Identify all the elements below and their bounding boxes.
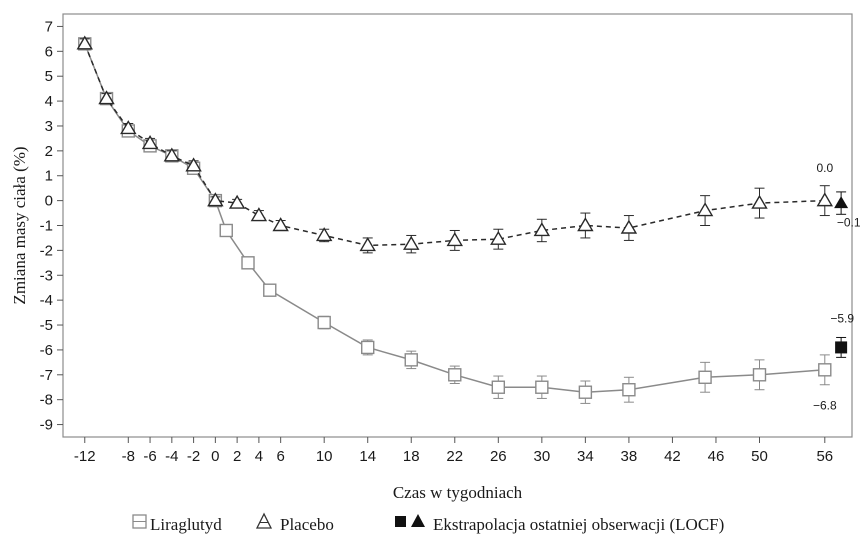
data-point (752, 368, 767, 382)
legend-square-open-icon (132, 514, 147, 529)
series-liraglutyd (78, 37, 832, 404)
x-tick-label: 6 (276, 448, 284, 465)
data-point (263, 283, 277, 297)
data-point (491, 380, 506, 394)
data-point (317, 315, 331, 330)
data-point (207, 192, 224, 207)
y-tick-label: 1 (45, 168, 53, 185)
y-tick-label: -7 (40, 367, 53, 384)
data-point (578, 385, 593, 399)
x-tick-label: 22 (446, 448, 463, 465)
locf-liraglutyd-point (835, 341, 848, 354)
data-point (404, 353, 418, 367)
y-tick-label: 6 (45, 43, 53, 60)
x-tick-label: 42 (664, 448, 681, 465)
y-tick-label: -3 (40, 267, 53, 284)
legend: Liraglutyd Placebo Ekstrapolacja ostatni… (132, 512, 724, 534)
series-placebo (76, 35, 834, 254)
data-point (359, 237, 376, 252)
data-label: −6.8 (813, 399, 837, 413)
x-tick-label: 18 (403, 448, 420, 465)
series-layer (76, 35, 834, 404)
data-point (241, 256, 255, 270)
x-axis: -12 -8 -6 -4 -2 0 2 4 6 10 14 18 22 26 30 34 38 42 46 50 56 (74, 437, 833, 465)
series-line (84, 43, 825, 247)
x-tick-label: -8 (122, 448, 135, 465)
x-tick-label: -2 (187, 448, 200, 465)
x-tick-label: -4 (165, 448, 178, 465)
legend-label-locf: Ekstrapolacja ostatniej obserwacji (LOCF… (433, 515, 724, 534)
data-point (98, 90, 115, 105)
data-point (533, 222, 551, 237)
y-tick-label: -5 (40, 317, 53, 334)
y-tick-label: 5 (45, 68, 53, 85)
legend-triangle-open-icon (255, 512, 273, 529)
data-point (620, 219, 638, 234)
data-point (696, 202, 714, 217)
x-tick-label: 26 (490, 448, 507, 465)
data-point (250, 207, 268, 222)
data-point (120, 120, 137, 135)
x-tick-label: 2 (233, 448, 241, 465)
y-tick-label: 7 (45, 18, 53, 35)
data-label: −5.9 (830, 312, 854, 326)
data-label: 0.0 (816, 161, 833, 175)
x-tick-label: -12 (74, 448, 96, 465)
y-axis-title: Zmiana masy ciała (%) (10, 146, 29, 304)
data-point (448, 368, 462, 382)
x-tick-label: 0 (211, 448, 219, 465)
x-tick-label: 50 (751, 448, 768, 465)
data-point (446, 232, 463, 247)
x-axis-title: Czas w tygodniach (393, 483, 523, 502)
data-point (535, 380, 549, 394)
data-point (816, 192, 834, 207)
y-tick-label: -8 (40, 392, 53, 409)
x-tick-label: 10 (316, 448, 333, 465)
y-tick-label: 0 (45, 193, 53, 210)
legend-label-placebo: Placebo (280, 515, 334, 534)
x-tick-label: 46 (708, 448, 725, 465)
data-point (163, 147, 181, 162)
annotation-layer: 0.0 −0.1 −5.9 −6.8 (813, 161, 861, 413)
data-label: −0.1 (837, 216, 861, 230)
data-point (403, 235, 420, 250)
y-axis: 7 6 5 4 3 2 1 0 -1 -2 -3 -4 -5 -6 -7 -8 -9 (40, 18, 63, 434)
data-point (577, 217, 594, 232)
data-point (622, 383, 636, 397)
y-tick-label: -9 (40, 417, 53, 434)
x-tick-label: 4 (255, 448, 263, 465)
x-tick-label: 34 (577, 448, 594, 465)
y-tick-label: -2 (40, 242, 53, 259)
y-tick-label: 2 (45, 143, 53, 160)
data-point (490, 230, 507, 245)
x-tick-label: -6 (143, 448, 156, 465)
x-tick-label: 14 (359, 448, 376, 465)
x-tick-label: 38 (621, 448, 638, 465)
legend-label-liraglutyd: Liraglutyd (150, 515, 222, 534)
data-point (272, 217, 289, 232)
y-tick-label: 3 (45, 118, 53, 135)
y-tick-label: -6 (40, 342, 53, 359)
data-point (818, 363, 832, 377)
data-point (219, 223, 233, 238)
data-point (751, 194, 768, 209)
legend-locf-icon (395, 514, 425, 527)
data-point (698, 370, 712, 384)
series-line (84, 43, 825, 393)
y-tick-label: 4 (45, 93, 53, 110)
data-point (315, 227, 333, 242)
x-tick-label: 30 (533, 448, 550, 465)
data-point (76, 35, 93, 50)
data-point (141, 134, 159, 150)
y-tick-label: -1 (40, 218, 53, 235)
locf-layer (834, 191, 849, 358)
data-point (228, 194, 246, 209)
locf-placebo-point (834, 196, 849, 209)
data-point (185, 157, 202, 172)
y-tick-label: -4 (40, 292, 53, 309)
data-point (361, 340, 375, 355)
x-tick-label: 56 (816, 448, 833, 465)
